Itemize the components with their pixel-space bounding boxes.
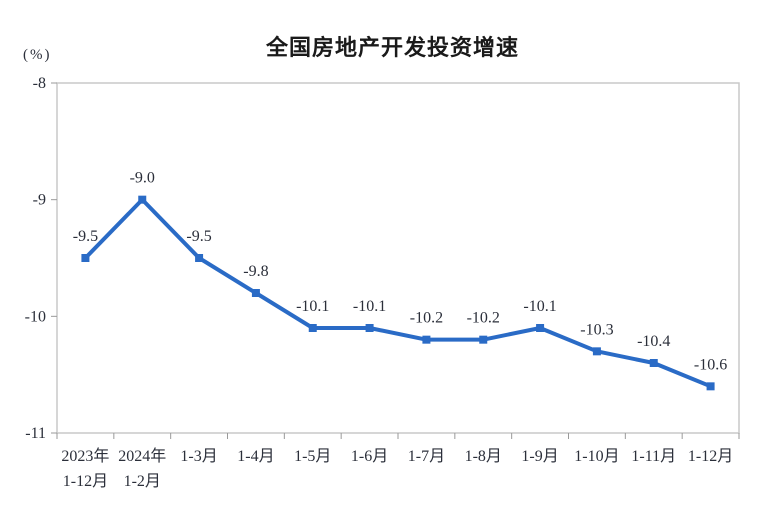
y-tick-label: -11 <box>25 425 46 442</box>
x-tick-label: 1-12月 <box>688 448 733 465</box>
x-tick-label: 1-4月 <box>237 448 274 465</box>
x-tick-label: 1-10月 <box>574 448 619 465</box>
data-point-marker <box>649 359 658 367</box>
data-point-marker <box>308 324 317 332</box>
plot-border <box>56 82 740 434</box>
data-label: -10.6 <box>694 356 727 373</box>
x-tick-label: 1-6月 <box>351 448 388 465</box>
data-label: -9.8 <box>243 263 268 280</box>
x-tick-label: 1-3月 <box>180 448 217 465</box>
data-point-marker <box>138 195 147 204</box>
data-point-marker <box>195 254 204 262</box>
x-tick-label: 2024年 <box>118 447 166 465</box>
data-label: -10.2 <box>410 310 443 327</box>
data-point-marker <box>592 347 601 356</box>
x-tick-label: 1-7月 <box>408 448 445 465</box>
x-tick-label: 1-5月 <box>294 448 331 465</box>
data-point-marker <box>251 289 260 297</box>
data-label: -9.5 <box>186 228 211 245</box>
data-label: -10.2 <box>467 310 500 327</box>
data-label: -10.1 <box>296 298 329 315</box>
data-point-marker <box>706 382 715 391</box>
data-point-marker <box>365 324 374 332</box>
chart-title: 全国房地产开发投资增速 <box>265 36 519 61</box>
series-line <box>83 197 712 389</box>
x-tick-label: 1-2月 <box>124 473 161 490</box>
data-point-marker <box>81 254 90 262</box>
data-label: -10.4 <box>637 333 670 350</box>
x-tick-label: 1-12月 <box>63 473 108 490</box>
data-label: -9.0 <box>130 170 155 187</box>
data-label: -9.5 <box>73 228 98 245</box>
y-tick-label: -10 <box>25 308 46 325</box>
data-label: -10.1 <box>353 298 386 315</box>
y-tick-label: -9 <box>33 192 46 209</box>
x-tick-label: 1-9月 <box>521 448 558 465</box>
x-tick-label: 2023年 <box>61 447 109 465</box>
x-tick-label: 1-11月 <box>631 448 676 465</box>
x-tick-label: 1-8月 <box>465 448 502 465</box>
data-point-marker <box>479 335 488 344</box>
data-point-marker <box>536 324 545 332</box>
data-label: -10.1 <box>523 298 556 315</box>
y-axis-unit-label: (%) <box>23 47 52 63</box>
data-label: -10.3 <box>580 321 613 338</box>
data-point-marker <box>422 335 431 344</box>
y-tick-label: -8 <box>33 75 46 92</box>
